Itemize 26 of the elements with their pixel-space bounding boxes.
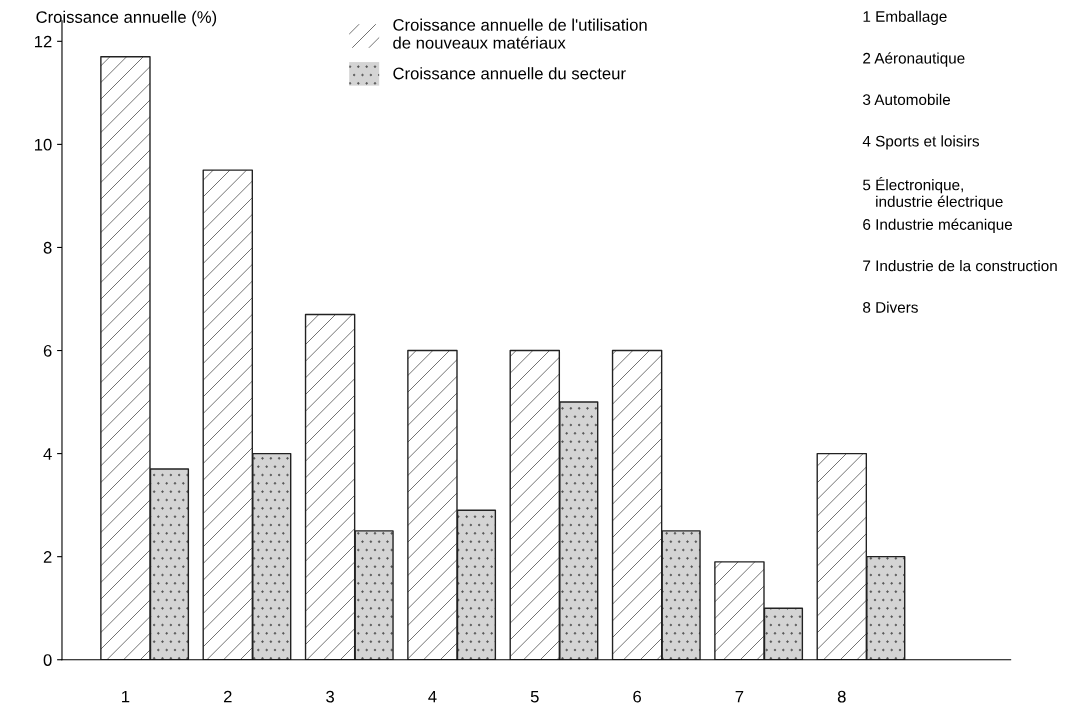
y-tick-label: 0 [43,654,52,666]
y-tick-label: 8 [43,241,52,254]
y-tick-label: 2 [43,551,52,563]
x-tick-label: 3 [326,690,334,703]
annotation: 2 Aéronautique [863,52,965,67]
annotation: 3 Automobile [862,93,951,106]
x-tick-label: 8 [837,690,846,703]
annotation: 5 Électronique, industrie électrique [863,176,1003,211]
x-tick-label: 2 [223,690,232,703]
x-tick-label: 1 [122,690,130,703]
y-tick-label: 10 [35,138,52,151]
y-tick-label: 4 [43,448,52,460]
annotation: 6 Industrie mécanique [863,218,1013,233]
x-tick-label: 4 [428,690,437,703]
annotation: 4 Sports et loisirs [862,135,980,150]
y-tick-label: 12 [35,35,52,48]
x-tick-label: 6 [633,690,642,703]
x-tick-label: 5 [530,690,539,703]
annotation: 1 Emballage [863,10,947,25]
x-tick-label: 7 [735,690,744,703]
legend-label: Croissance annuelle du secteur [393,67,626,80]
y-tick-label: 6 [43,344,52,357]
y-axis-title: Croissance annuelle (%) [36,10,217,27]
legend-label: Croissance annuelle de l'utilisation de nouveaux matériaux [393,18,647,49]
annotation: 7 Industrie de la construction [863,260,1057,272]
annotation: 8 Divers [863,301,918,313]
